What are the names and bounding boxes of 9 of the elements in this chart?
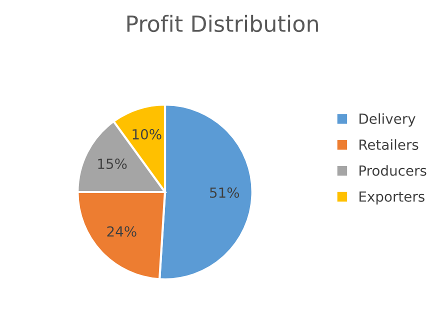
legend-label: Exporters (360, 192, 424, 205)
legend-label: Producers (360, 165, 426, 176)
data-label: 10% (132, 129, 162, 140)
data-label: 51% (210, 187, 240, 198)
data-label: 24% (107, 226, 136, 237)
chart-title: Profit Distribution (127, 14, 318, 32)
legend-label: Delivery (360, 113, 416, 127)
data-label: 15% (98, 158, 127, 170)
legend-label: Retailers (360, 139, 418, 150)
